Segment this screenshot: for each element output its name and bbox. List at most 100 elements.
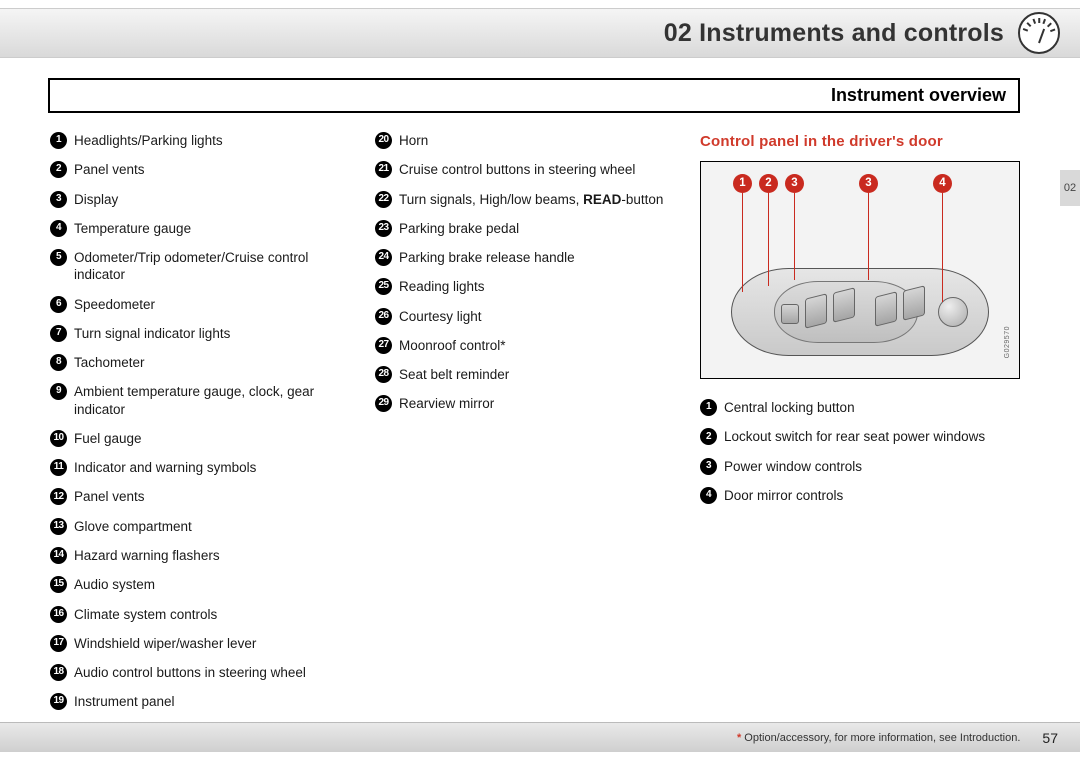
item-number-badge: 15	[50, 576, 67, 593]
item-number-badge: 4	[50, 220, 67, 237]
list-item: 11 Indicator and warning symbols	[50, 459, 357, 476]
list-item: 15 Audio system	[50, 576, 357, 593]
list-item: 3 Display	[50, 191, 357, 208]
door-panel-plate	[774, 281, 918, 343]
item-number-badge: 4	[700, 487, 717, 504]
item-text: Rearview mirror	[399, 395, 682, 412]
item-number-badge: 13	[50, 518, 67, 535]
lock-button-graphic	[781, 304, 799, 324]
item-number-badge: 1	[50, 132, 67, 149]
list-item: 1Headlights/Parking lights	[50, 132, 357, 149]
footnote-text: Option/accessory, for more information, …	[741, 732, 1020, 744]
item-number-badge: 20	[375, 132, 392, 149]
list-item: 13 Glove compartment	[50, 518, 357, 535]
item-number-badge: 8	[50, 354, 67, 371]
panel-item-list: 1Central locking button2Lockout switch f…	[700, 399, 1020, 504]
item-number-badge: 5	[50, 249, 67, 266]
chapter-title: 02 Instruments and controls	[664, 19, 1004, 48]
figure-leader-line	[794, 193, 795, 280]
item-text: Parking brake pedal	[399, 220, 682, 237]
list-item: 3Power window controls	[700, 458, 1020, 475]
item-text: Parking brake release handle	[399, 249, 682, 266]
section-title-box: Instrument overview	[48, 78, 1020, 113]
item-text: Seat belt reminder	[399, 366, 682, 383]
figure-callout: 3	[859, 174, 878, 193]
list-item: 2 Panel vents	[50, 161, 357, 178]
item-number-badge: 29	[375, 395, 392, 412]
item-number-badge: 1	[700, 399, 717, 416]
figure-callout: 1	[733, 174, 752, 193]
item-number-badge: 18	[50, 664, 67, 681]
item-text: Audio system	[74, 576, 357, 593]
item-text: Speedometer	[74, 296, 357, 313]
list-item: 8 Tachometer	[50, 354, 357, 371]
item-text: Hazard warning flashers	[74, 547, 357, 564]
item-number-badge: 26	[375, 308, 392, 325]
item-number-badge: 27	[375, 337, 392, 354]
item-text: Courtesy light	[399, 308, 682, 325]
manual-page: 02 Instruments and controls Instrument o…	[0, 0, 1080, 762]
figure-callout: 2	[759, 174, 778, 193]
item-text: Temperature gauge	[74, 220, 357, 237]
list-item: 2Lockout switch for rear seat power wind…	[700, 428, 1020, 445]
list-item: 9Ambient temperature gauge, clock, gear …	[50, 383, 357, 418]
list-item: 18 Audio control buttons in steering whee…	[50, 664, 357, 681]
column-1: 1Headlights/Parking lights 2 Panel vents 3D…	[50, 132, 357, 702]
item-number-badge: 14	[50, 547, 67, 564]
item-number-badge: 19	[50, 693, 67, 710]
panel-heading: Control panel in the driver's door	[700, 132, 1020, 151]
figure-leader-line	[942, 193, 943, 302]
list-item: 23Parking brake pedal	[375, 220, 682, 237]
list-item: 12Panel vents	[50, 488, 357, 505]
item-number-badge: 2	[700, 428, 717, 445]
door-panel-outline	[731, 268, 989, 356]
footnote: * Option/accessory, for more information…	[737, 732, 1020, 744]
item-number-badge: 17	[50, 635, 67, 652]
list-item: 17 Windshield wiper/washer lever	[50, 635, 357, 652]
item-text: Glove compartment	[74, 518, 357, 535]
item-number-badge: 10	[50, 430, 67, 447]
item-number-badge: 6	[50, 296, 67, 313]
list-item: 21Cruise control buttons in steering whe…	[375, 161, 682, 178]
list-item: 29 Rearview mirror	[375, 395, 682, 412]
item-text: Audio control buttons in steering wheel	[74, 664, 357, 681]
item-text: Indicator and warning symbols	[74, 459, 357, 476]
chapter-header: 02 Instruments and controls	[0, 8, 1080, 58]
item-text: Climate system controls	[74, 606, 357, 623]
item-number-badge: 11	[50, 459, 67, 476]
list-item: 6 Speedometer	[50, 296, 357, 313]
item-text: Ambient temperature gauge, clock, gear i…	[74, 383, 357, 418]
item-text: Cruise control buttons in steering wheel	[399, 161, 682, 178]
item-text: Display	[74, 191, 357, 208]
section-title: Instrument overview	[831, 85, 1006, 106]
list-item: 24 Parking brake release handle	[375, 249, 682, 266]
item-number-badge: 12	[50, 488, 67, 505]
item-text: Odometer/Trip odometer/Cruise control in…	[74, 249, 357, 284]
list-item: 22Turn signals, High/low beams, READ-but…	[375, 191, 682, 208]
figure-callout: 3	[785, 174, 804, 193]
item-number-badge: 22	[375, 191, 392, 208]
item-text: Reading lights	[399, 278, 682, 295]
item-number-badge: 3	[700, 458, 717, 475]
item-number-badge: 24	[375, 249, 392, 266]
list-item: 14 Hazard warning flashers	[50, 547, 357, 564]
column-2: 20Horn21Cruise control buttons in steeri…	[375, 132, 682, 702]
door-panel-figure: G029570 12334	[700, 161, 1020, 379]
item-number-badge: 7	[50, 325, 67, 342]
item-number-badge: 25	[375, 278, 392, 295]
chapter-name: Instruments and controls	[699, 19, 1004, 47]
figure-leader-line	[742, 193, 743, 292]
list-item: 7Turn signal indicator lights	[50, 325, 357, 342]
item-text: Panel vents	[74, 161, 357, 178]
item-number-badge: 3	[50, 191, 67, 208]
list-item: 16 Climate system controls	[50, 606, 357, 623]
column-3: Control panel in the driver's door G0295…	[700, 132, 1020, 702]
item-text: Windshield wiper/washer lever	[74, 635, 357, 652]
list-item: 25 Reading lights	[375, 278, 682, 295]
item-text: Tachometer	[74, 354, 357, 371]
list-item: 10Fuel gauge	[50, 430, 357, 447]
item-number-badge: 16	[50, 606, 67, 623]
figure-leader-line	[768, 193, 769, 286]
item-number-badge: 2	[50, 161, 67, 178]
figure-leader-line	[868, 193, 869, 280]
